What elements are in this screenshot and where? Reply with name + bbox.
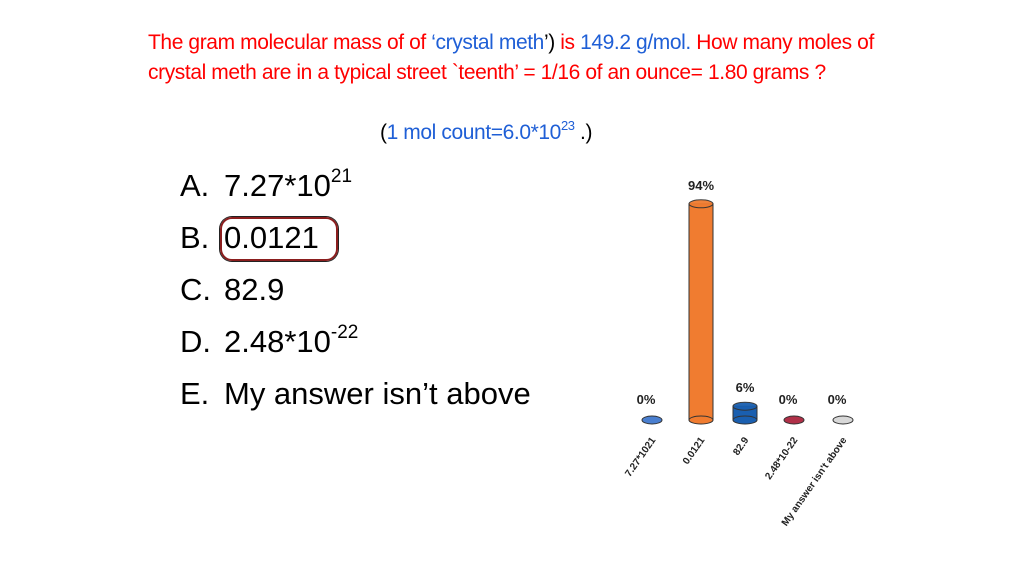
- bar-top-1: [688, 199, 714, 209]
- answer-value: 82.9: [224, 272, 285, 307]
- answer-letter: A.: [180, 168, 210, 203]
- bar-value-label-1: 94%: [688, 178, 714, 193]
- bar-value-label-3: 0%: [779, 392, 798, 407]
- correct-answer-circle: [220, 217, 338, 261]
- x-tick-label-0: 7.27*1021: [623, 435, 658, 479]
- answer-option-a[interactable]: A. 7.27*1021: [180, 160, 531, 212]
- answer-list: A. 7.27*1021 B. 0.0121 C. 82.9 D. 2.48*10-22…: [180, 160, 531, 420]
- question-text: The gram molecular mass of of ‘crystal m…: [148, 28, 908, 144]
- question-segment: is: [554, 31, 581, 54]
- bar-top-2: [732, 401, 758, 411]
- hint-open: (: [380, 121, 387, 144]
- question-segment: How many moles of crystal meth are in a …: [148, 31, 874, 84]
- answer-option-e[interactable]: E. My answer isn’t above: [180, 368, 531, 420]
- bar-disc-3: [783, 415, 805, 425]
- bar-value-label-4: 0%: [828, 392, 847, 407]
- bar-disc-4: [832, 415, 854, 425]
- answer-exponent: 21: [330, 166, 353, 187]
- bar-base-2: [732, 415, 758, 425]
- hint-text: 1 mol count=6.0*10: [386, 121, 562, 144]
- question-segment-molar-mass: 149.2 g/mol.: [580, 31, 691, 54]
- question-segment: The gram molecular mass of of: [148, 31, 432, 54]
- bar-value-label-2: 6%: [736, 380, 755, 395]
- x-tick-label-2: 82.9: [731, 435, 751, 458]
- hint-close: .): [574, 121, 593, 144]
- x-tick-label-1: 0.0121: [681, 435, 708, 467]
- answer-value: 0.0121: [224, 220, 319, 255]
- hint-exponent: 23: [560, 118, 575, 133]
- answer-value: 2.48*10: [224, 324, 331, 359]
- answer-letter: B.: [180, 220, 210, 255]
- answer-option-c[interactable]: C. 82.9: [180, 264, 531, 316]
- x-tick-label-3: 2.48*10-22: [763, 435, 800, 482]
- answer-option-d[interactable]: D. 2.48*10-22: [180, 316, 531, 368]
- bar-value-label-0: 0%: [637, 392, 656, 407]
- answer-value: My answer isn’t above: [224, 376, 531, 411]
- answer-letter: E.: [180, 376, 210, 411]
- avogadro-hint: (1 mol count=6.0*1023 .): [380, 118, 593, 148]
- answer-value: 7.27*10: [224, 168, 331, 203]
- answer-letter: C.: [180, 272, 211, 307]
- bar-1: [688, 203, 714, 421]
- question-segment-paren: ’): [543, 31, 555, 54]
- bar-base-1: [688, 415, 714, 425]
- answer-letter: D.: [180, 324, 211, 359]
- answer-exponent: -22: [330, 322, 359, 343]
- question-segment-compound: ‘crystal meth: [431, 31, 544, 54]
- answer-option-b[interactable]: B. 0.0121: [180, 212, 531, 264]
- bar-disc-0: [641, 415, 663, 425]
